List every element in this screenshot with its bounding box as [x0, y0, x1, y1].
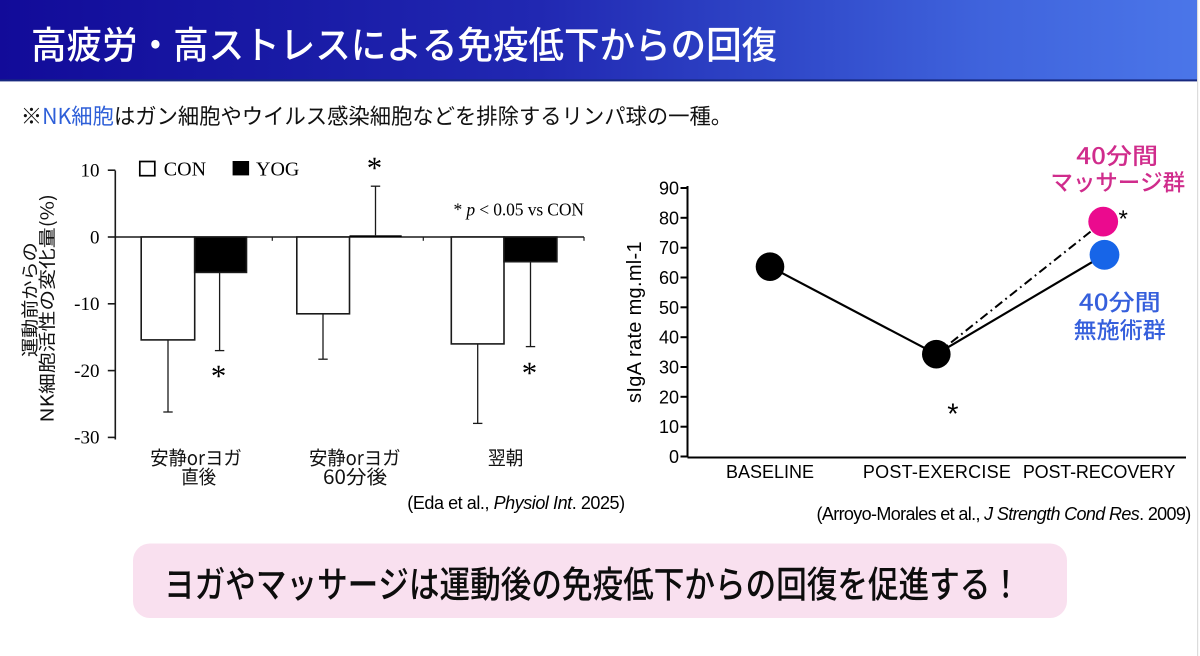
svg-text:(Eda et al.,: (Eda et al.,	[407, 493, 493, 513]
svg-text:90: 90	[659, 179, 679, 199]
svg-text:0: 0	[669, 447, 679, 467]
svg-text:80: 80	[659, 208, 679, 228]
svg-text:(Arroyo-Morales et al.,: (Arroyo-Morales et al.,	[817, 504, 985, 524]
svg-text:-10: -10	[74, 294, 99, 315]
svg-text:30: 30	[659, 358, 679, 378]
svg-text:CON: CON	[164, 159, 206, 181]
svg-text:J Strength Cond Res: J Strength Cond Res	[983, 504, 1140, 524]
svg-text:Physiol Int: Physiol Int	[494, 493, 574, 513]
svg-text:40: 40	[659, 328, 679, 348]
svg-text:-20: -20	[74, 361, 99, 382]
svg-text:POST-RECOVERY: POST-RECOVERY	[1023, 462, 1176, 482]
svg-text:p: p	[464, 200, 475, 220]
svg-text:70: 70	[659, 238, 679, 258]
svg-text:BASELINE: BASELINE	[726, 462, 814, 482]
svg-text:20: 20	[659, 387, 679, 407]
svg-text:sIgA rate mg.ml-1: sIgA rate mg.ml-1	[624, 241, 646, 403]
svg-text:50: 50	[659, 298, 679, 318]
svg-text:YOG: YOG	[256, 159, 299, 181]
svg-text:POST-EXERCISE: POST-EXERCISE	[863, 462, 1011, 482]
svg-text:10: 10	[81, 161, 100, 182]
svg-text:60: 60	[659, 268, 679, 288]
svg-text:. 2025): . 2025)	[572, 493, 625, 513]
svg-text:10: 10	[659, 417, 679, 437]
svg-text:< 0.05 vs CON: < 0.05 vs CON	[475, 200, 584, 220]
svg-text:*: *	[454, 200, 467, 220]
svg-text:. 2009): . 2009)	[1139, 504, 1191, 524]
svg-text:-30: -30	[74, 428, 99, 449]
svg-text:0: 0	[90, 227, 100, 248]
